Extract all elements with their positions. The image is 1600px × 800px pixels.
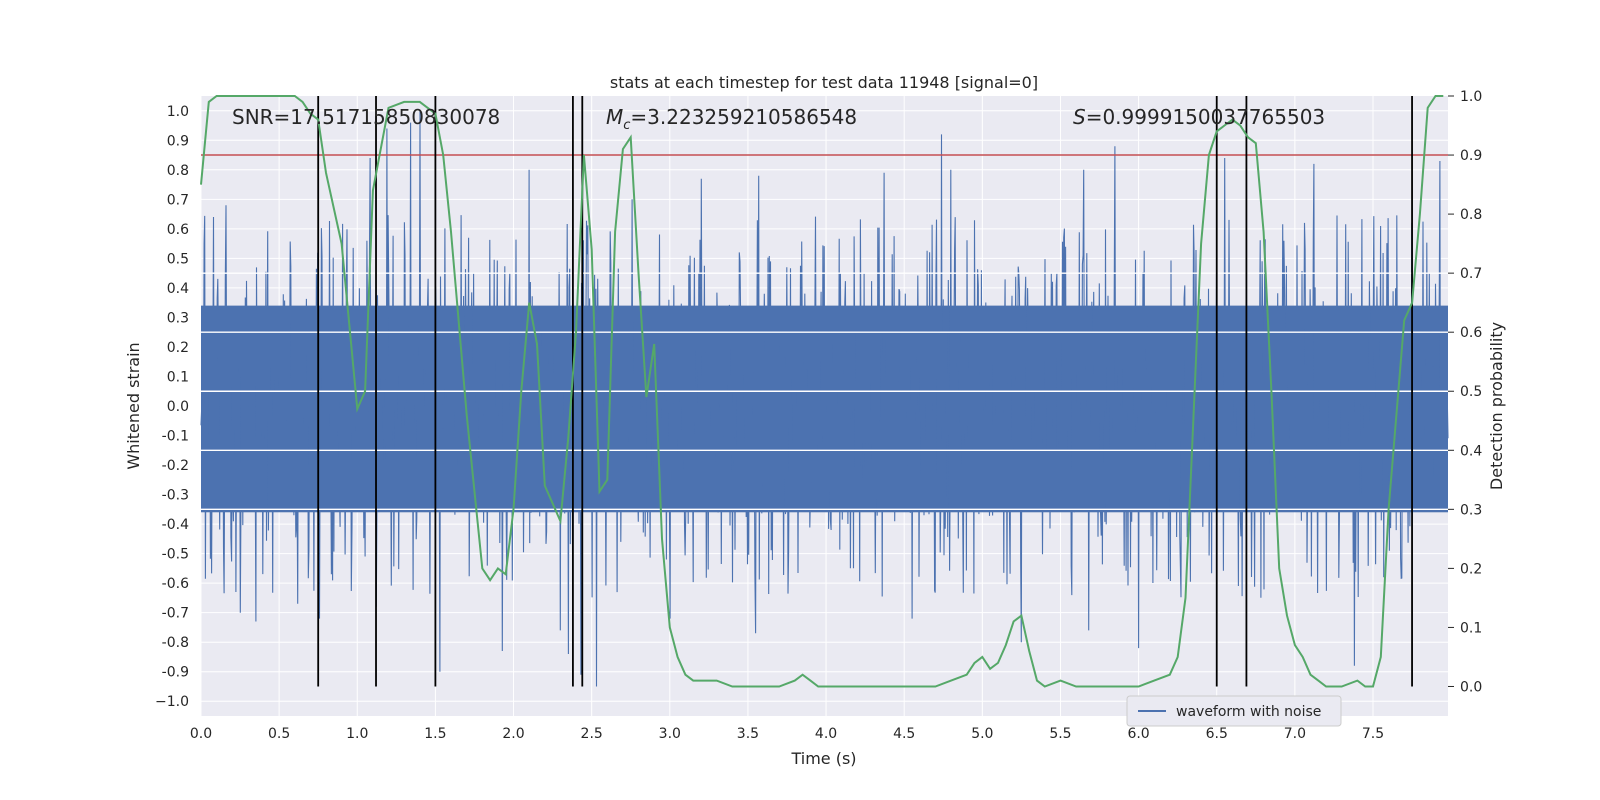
mc-symbol: M (606, 105, 623, 129)
y2-tick-label: 0.1 (1460, 620, 1482, 636)
y-tick-label: 0.6 (167, 222, 189, 238)
x-tick-label: 3.5 (737, 726, 759, 742)
waveform-series (200, 110, 1449, 687)
y-tick-label: -0.1 (162, 429, 189, 445)
y-tick-label: 0.7 (167, 192, 189, 208)
y-tick-label: 0.2 (167, 340, 189, 356)
probability-series (200, 95, 1444, 688)
y-tick-label: -0.2 (162, 458, 189, 474)
x-tick-label: 1.5 (424, 726, 446, 742)
x-tick-label: 0.5 (268, 726, 290, 742)
y2-tick-label: 0.8 (1460, 207, 1482, 223)
overlay-grid (201, 272, 1448, 511)
x-tick-label: 6.0 (1127, 726, 1149, 742)
y-tick-label: 0.0 (167, 399, 189, 415)
y2-tick-label: 0.3 (1460, 502, 1482, 518)
y-tick-label: -0.6 (162, 576, 189, 592)
s-value: =0.9999150037765503 (1086, 105, 1325, 129)
x-tick-label: 2.0 (502, 726, 524, 742)
y2-tick-label: 0.6 (1460, 325, 1482, 341)
y-tick-label: 0.3 (167, 310, 189, 326)
y-tick-label: 0.4 (167, 281, 189, 297)
vertical-lines (317, 96, 1413, 687)
y-tick-label: -0.8 (162, 635, 189, 651)
legend-entry-label: waveform with noise (1176, 704, 1321, 720)
y-tick-label: 0.5 (167, 251, 189, 267)
waveform-line (200, 110, 1449, 687)
y-tick-label: -0.5 (162, 547, 189, 563)
y2-tick-label: 0.5 (1460, 384, 1482, 400)
x-tick-label: 1.0 (346, 726, 368, 742)
chirp-mass-annotation: Mc=3.223259210586548 (606, 105, 857, 133)
x-tick-label: 0.0 (190, 726, 212, 742)
x-tick-label: 2.5 (581, 726, 603, 742)
snr-annotation: SNR=17.51715850830078 (232, 105, 500, 129)
x-tick-label: 5.0 (971, 726, 993, 742)
y2-tick-label: 1.0 (1460, 89, 1482, 105)
y-tick-label: 1.0 (167, 104, 189, 120)
x-tick-label: 5.5 (1049, 726, 1071, 742)
x-axis-label: Time (s) (790, 749, 856, 768)
y-tick-label: 0.8 (167, 163, 189, 179)
y-tick-label: -0.7 (162, 606, 189, 622)
x-tick-label: 3.0 (659, 726, 681, 742)
mc-value: =3.223259210586548 (630, 105, 857, 129)
legend-box (1126, 695, 1342, 727)
y2-tick-label: 0.7 (1460, 266, 1482, 282)
y2-tick-label: 0.4 (1460, 443, 1482, 459)
y-tick-label: -0.4 (162, 517, 189, 533)
y-tick-label: -0.3 (162, 488, 189, 504)
y2-axis-label: Detection probability (1487, 322, 1506, 490)
score-annotation: S=0.9999150037765503 (1073, 105, 1325, 129)
s-symbol: S (1073, 105, 1086, 129)
x-tick-label: 6.5 (1206, 726, 1228, 742)
x-tick-label: 7.5 (1362, 726, 1384, 742)
y-tick-label: 0.1 (167, 369, 189, 385)
ticks: 0.0 0.5 1.0 1.5 2.0 2.5 3.0 3.5 4.0 4.5 5.0 5.5 6.0 6… (155, 89, 1482, 742)
y2-tick-label: 0.2 (1460, 561, 1482, 577)
x-tick-label: 7.0 (1284, 726, 1306, 742)
legend: waveform with noise (1126, 695, 1342, 727)
y-axis-label: Whitened strain (124, 342, 143, 469)
detection-probability-line (200, 95, 1444, 688)
y2-tick-label: 0.9 (1460, 148, 1482, 164)
mc-subscript: c (623, 118, 630, 133)
y-tick-label: 0.9 (167, 133, 189, 149)
y-tick-label: −1.0 (155, 694, 189, 710)
x-tick-label: 4.0 (815, 726, 837, 742)
y2-tick-label: 0.0 (1460, 679, 1482, 695)
chart-title: stats at each timestep for test data 119… (610, 73, 1038, 92)
y-tick-label: -0.9 (162, 665, 189, 681)
x-tick-label: 4.5 (893, 726, 915, 742)
